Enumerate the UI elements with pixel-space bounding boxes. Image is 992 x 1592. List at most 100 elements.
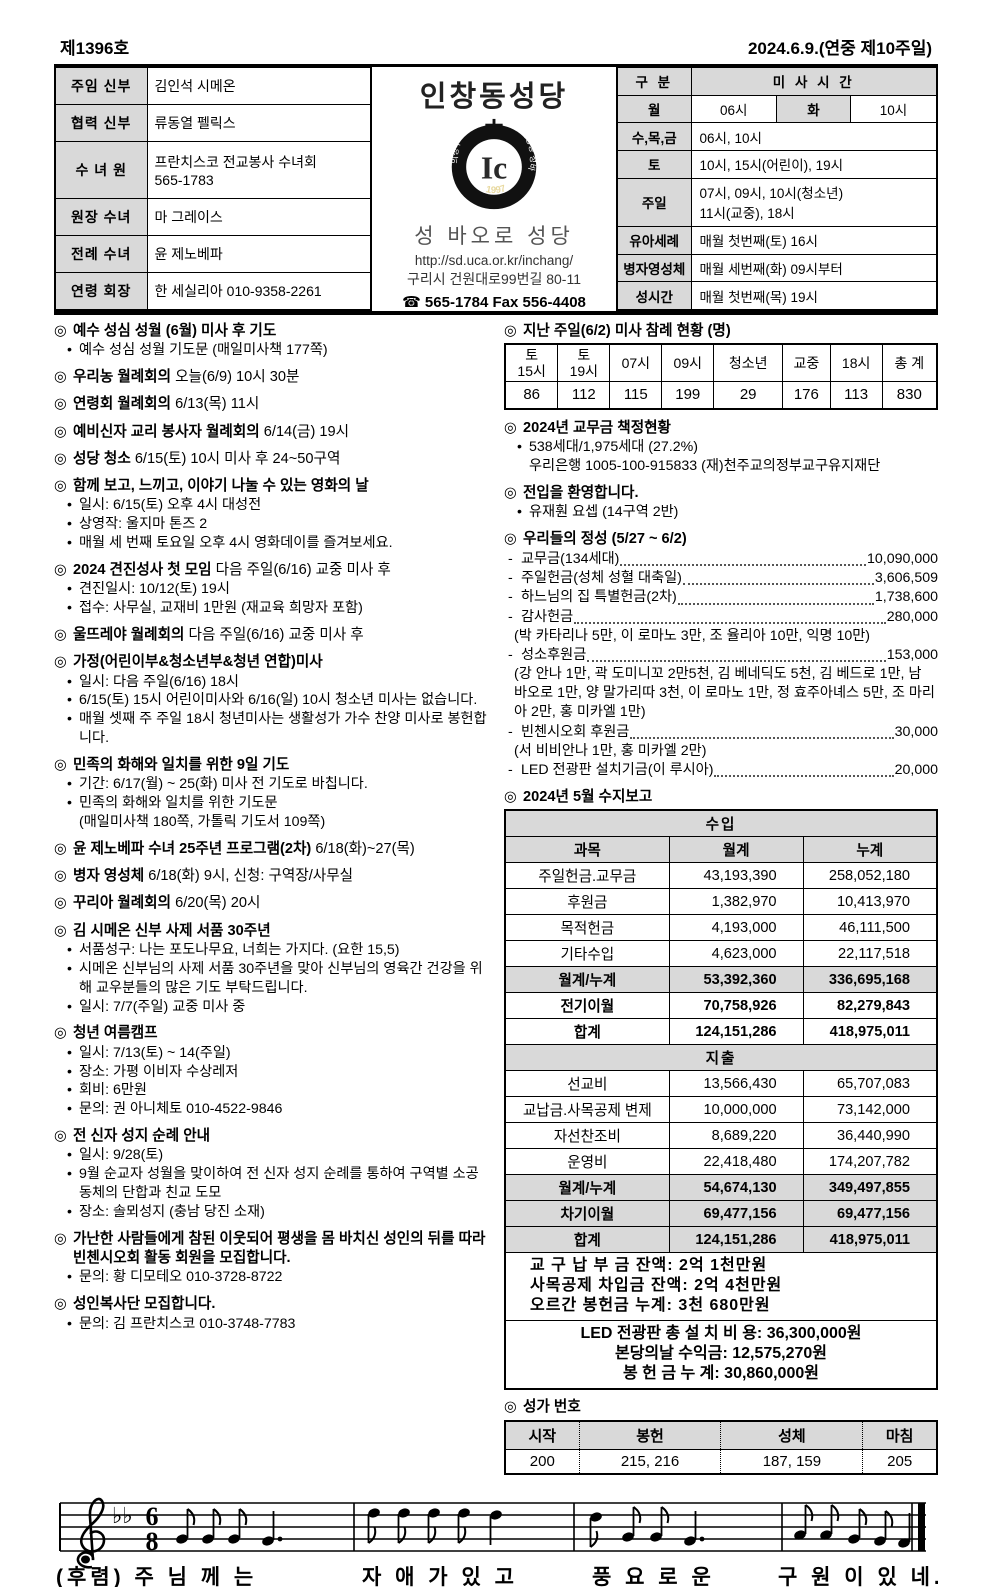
section-detail: 6/13(목) 11시 xyxy=(171,396,260,413)
finance-amount: 69,477,156 xyxy=(802,1200,938,1228)
bullet-icon: • xyxy=(67,581,72,598)
dash-icon: - xyxy=(508,761,513,778)
led-notes: LED 전광판 총 설 치 비 용: 36,300,000원 본당의날 수익금: … xyxy=(504,1320,938,1390)
section-item: • 상영작: 울지마 톤즈 2 xyxy=(54,515,488,534)
donation-amount: 10,090,000 xyxy=(866,551,938,568)
finance-amount: 336,695,168 xyxy=(802,966,938,994)
section-item: • 기간: 6/17(월) ~ 25(화) 미사 전 기도로 바칩니다. xyxy=(54,775,488,794)
treble-clef-icon xyxy=(76,1497,106,1569)
mass-time-cell: 06시 xyxy=(690,94,777,124)
offerings-section: ◎ 우리들의 정성 (5/27 ~ 6/2) - 교무금(134세대) 10,090,0… xyxy=(504,530,938,780)
section-item-text: 9월 순교자 성월을 맞이하여 전 신자 성지 순례를 통하여 구역별 소공동체… xyxy=(79,1166,479,1202)
section-heading-text: 가정(어린이부&청소년부&청년 연합)미사 xyxy=(73,653,323,672)
attendance-value-cell: 830 xyxy=(881,381,938,410)
parish-phone: ☎ 565-1784 Fax 556-4408 xyxy=(402,294,586,311)
finance-table: 수입 과목 월계 누계 주일헌금.교무금 43,193,390 258,052,180 후원금… xyxy=(504,809,938,1391)
note-flag xyxy=(397,1526,407,1544)
balance-notes-row: 교 구 납 부 금 잔액: 2억 1천만원 사목공제 차입금 잔액: 2억 4천만… xyxy=(504,1252,938,1322)
notice-section: ◎ 성인복사단 모집합니다. • 문의: 김 프란치스코 010-3748-7783 xyxy=(54,1295,488,1333)
section-heading: ◎ 윤 제노베파 수녀 25주년 프로그램(2차) 6/18(화)~27(목) xyxy=(54,840,488,859)
staff-role-value: 류동열 펠릭스 xyxy=(146,104,372,143)
section-marker-icon: ◎ xyxy=(54,922,67,939)
section-marker-icon: ◎ xyxy=(504,323,517,339)
augmentation-dot xyxy=(699,1536,705,1542)
balance-note-line: 교 구 납 부 금 잔액: 2억 1천만원 xyxy=(530,1257,768,1275)
attendance-header-row: 토 15시 토 19시 07시 09시 청소년 교중 18시 총 계 xyxy=(504,343,938,383)
finance-row: 월계/누계 53,392,360 336,695,168 xyxy=(504,966,938,994)
section-detail: 6/15(토) 10시 미사 후 24~50구역 xyxy=(130,450,341,467)
dash-icon: - xyxy=(508,646,513,663)
section-title: 2024년 교무금 책정현황 xyxy=(523,419,671,436)
finance-amount: 36,440,990 xyxy=(802,1122,938,1150)
section-marker-icon: ◎ xyxy=(504,530,517,547)
staff-row: 수 녀 원 프란치스코 전교봉사 수녀회 565-1783 xyxy=(54,141,372,199)
section-title: 우리들의 정성 (5/27 ~ 6/2) xyxy=(523,530,687,547)
section-title: 함께 보고, 느끼고, 이야기 나눌 수 있는 영화의 날 xyxy=(73,478,369,495)
finance-row: 선교비 13,566,430 65,707,083 xyxy=(504,1070,938,1098)
section-heading-text: 전 신자 성지 순례 안내 xyxy=(73,1127,210,1146)
left-column: ◎ 예수 성심 성월 (6월) 미사 후 기도 • 예수 성심 성월 기도문 (매일미… xyxy=(54,322,488,1483)
section-item: • 유재훤 요셉 (14구역 2반) xyxy=(504,503,938,522)
dot-leader xyxy=(587,660,886,663)
donation-row: - 빈첸시오회 후원금 30,000 xyxy=(504,723,938,742)
hymn-header-cell: 성체 xyxy=(720,1420,863,1450)
section-marker-icon: ◎ xyxy=(54,895,67,912)
note-flag xyxy=(427,1526,437,1544)
bullet-icon: • xyxy=(67,795,72,812)
section-title: 2024년 5월 수지보고 xyxy=(523,789,653,806)
balance-note-line: 오르간 봉헌금 누계: 3천 680만원 xyxy=(530,1297,771,1315)
attendance-tbody: 토 15시 토 19시 07시 09시 청소년 교중 18시 총 계 86 112 115 199 29 17… xyxy=(504,343,938,410)
section-item-text: 매월 셋째 주 주일 18시 청년미사는 생활성가 가수 찬양 미사로 봉헌합니… xyxy=(79,711,487,747)
led-notes-row: LED 전광판 총 설 치 비 용: 36,300,000원 본당의날 수익금: … xyxy=(504,1320,938,1390)
staff-role-value: 프란치스코 전교봉사 수녀회 565-1783 xyxy=(146,141,372,199)
section-title: 민족의 화해와 일치를 위한 9일 기도 xyxy=(73,757,290,773)
attendance-value-cell: 86 xyxy=(504,381,559,410)
hymn-header-cell: 시작 xyxy=(505,1420,580,1450)
finance-amount: 65,707,083 xyxy=(802,1070,938,1098)
section-heading: ◎ 2024 견진성사 첫 모임 다음 주일(6/16) 교중 미사 후 xyxy=(54,561,488,580)
section-heading-text: 2024년 5월 수지보고 xyxy=(523,788,652,807)
section-heading-text: 연령회 월례회의 6/13(목) 11시 xyxy=(73,395,259,414)
finance-item-label: 선교비 xyxy=(504,1070,670,1098)
section-item-text: 538세대/1,975세대 (27.2%) xyxy=(529,438,698,455)
donation-label: LED 전광판 설치기금(이 루시아) xyxy=(521,761,714,778)
section-heading-text: 꾸리아 월례회의 6/20(목) 20시 xyxy=(73,894,260,913)
finance-amount: 13,566,430 xyxy=(668,1070,804,1098)
staff-row: 원장 수녀 마 그레이스 xyxy=(54,197,372,236)
section-title: 연령회 월례회의 xyxy=(73,396,172,413)
note-flag xyxy=(238,1507,248,1525)
section-marker-icon: ◎ xyxy=(54,840,67,857)
section-detail: 6/20(목) 20시 xyxy=(171,895,261,912)
section-marker-icon: ◎ xyxy=(54,450,67,467)
staff-row: 연령 회장 한 세실리아 010-9358-2261 xyxy=(54,271,372,311)
bulletin-page: 제1396호 2024.6.9.(연중 제10주일) 주임 신부 김인석 시메온 협… xyxy=(54,39,940,1589)
attendance-value-cell: 29 xyxy=(713,381,784,410)
section-title: 성인복사단 모집합니다. xyxy=(73,1296,216,1313)
finance-item-label: 후원금 xyxy=(504,888,670,916)
section-title: 성가 번호 xyxy=(523,1399,581,1416)
section-item-text: 우리은행 1005-100-915833 (재)천주교의정부교구유지재단 xyxy=(529,457,881,474)
attendance-value-cell: 176 xyxy=(782,381,831,410)
staff-role-label: 수 녀 원 xyxy=(54,141,148,199)
section-title: 2024 견진성사 첫 모임 xyxy=(73,562,212,578)
section-item: • 6/15(토) 15시 어린이미사와 6/16(일) 10시 청소년 미사는 … xyxy=(54,691,488,710)
mass-row: 토 10시, 15시(어린이), 19시 xyxy=(616,150,938,179)
mass-header-label: 구 분 xyxy=(616,67,692,96)
section-heading: ◎ 성인복사단 모집합니다. xyxy=(54,1295,488,1314)
section-heading-text: 예수 성심 성월 (6월) 미사 후 기도 xyxy=(73,322,276,341)
attendance-value-cell: 115 xyxy=(609,381,663,410)
section-heading: ◎ 성당 청소 6/15(토) 10시 미사 후 24~50구역 xyxy=(54,450,488,469)
section-detail: 다음 주일(6/16) 교중 미사 후 xyxy=(184,627,364,643)
parish-identity: 인창동성당 Ic 의정부 교구 xyxy=(372,67,616,311)
finance-row: 합계 124,151,286 418,975,011 xyxy=(504,1018,938,1046)
bullet-icon: • xyxy=(67,960,72,977)
finance-amount: 73,142,000 xyxy=(802,1096,938,1124)
attendance-header-cell: 교중 xyxy=(782,343,831,383)
mass-row: 월 06시 화 10시 xyxy=(616,94,938,124)
section-item-text: 일시: 7/7(주일) 교중 미사 중 xyxy=(79,998,246,1015)
donation-amount: 30,000 xyxy=(894,723,938,740)
bullet-icon: • xyxy=(517,438,522,455)
donation-row: - 교무금(134세대) 10,090,000 xyxy=(504,550,938,569)
finance-amount: 69,477,156 xyxy=(668,1200,804,1228)
